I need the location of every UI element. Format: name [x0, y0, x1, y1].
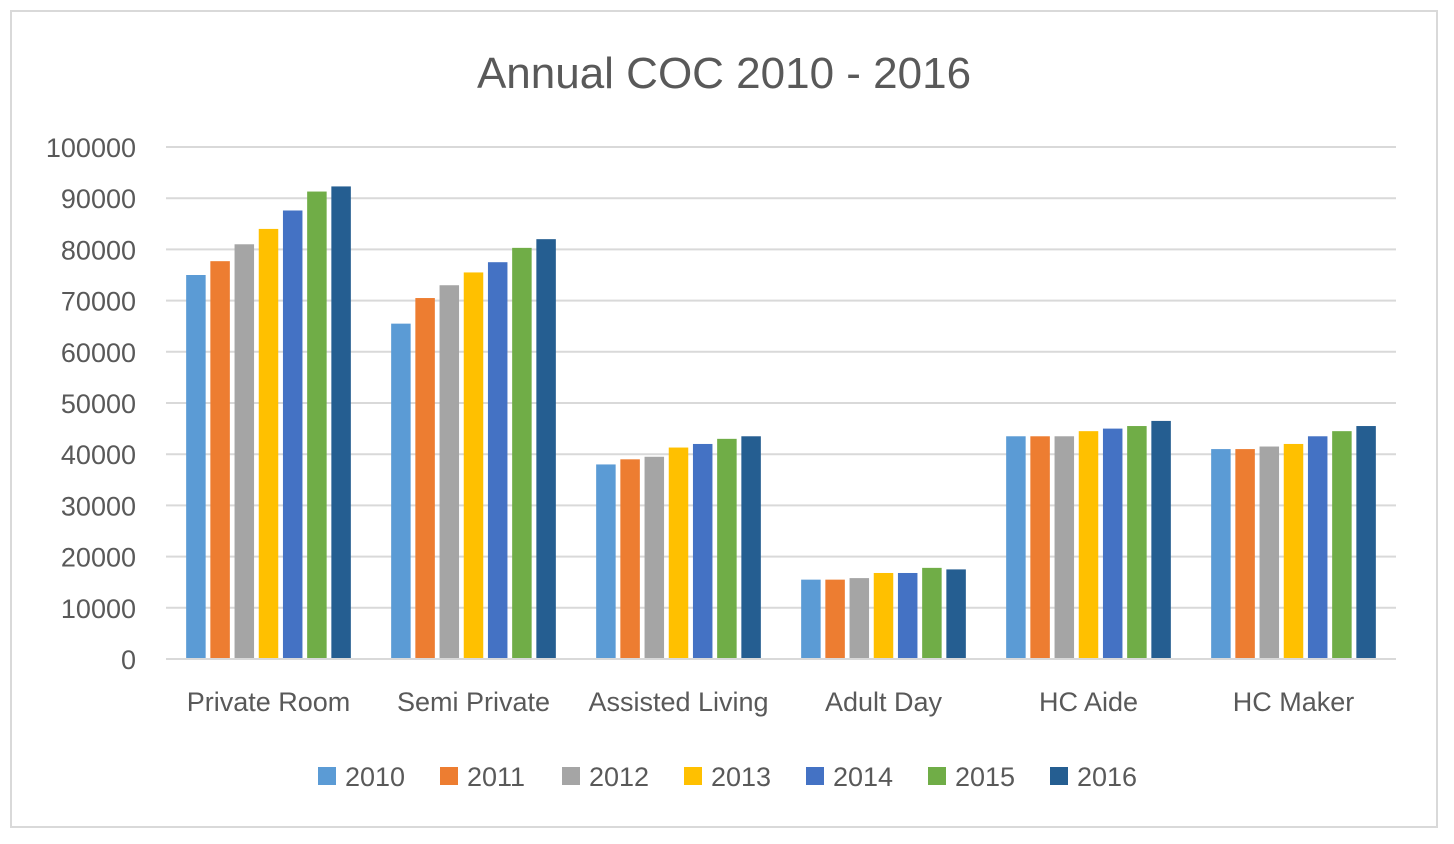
bar-2014-2: [692, 443, 713, 659]
legend-label: 2010: [345, 762, 405, 792]
y-tick-label: 20000: [61, 543, 136, 573]
bar-2016-1: [536, 239, 556, 659]
y-tick-label: 40000: [61, 440, 136, 470]
x-tick-label: Private Room: [187, 687, 351, 717]
legend-swatch-2015: [928, 767, 946, 785]
bar-2015-4: [1127, 426, 1147, 659]
legend-swatch-2012: [562, 767, 580, 785]
legend-swatch-2011: [440, 767, 458, 785]
bar-2010-2: [596, 464, 616, 659]
legend-label: 2011: [467, 762, 525, 792]
bar-2012-2: [644, 456, 665, 659]
y-tick-label: 10000: [61, 594, 136, 624]
x-tick-label: Assisted Living: [588, 687, 768, 717]
bar-2013-5: [1283, 443, 1304, 659]
legend-label: 2016: [1077, 762, 1137, 792]
legend-label: 2012: [589, 762, 649, 792]
bar-2011-1: [415, 298, 435, 659]
legend-label: 2015: [955, 762, 1015, 792]
y-tick-label: 70000: [61, 287, 136, 317]
bar-2016-2: [741, 436, 761, 659]
bar-2011-2: [620, 459, 640, 659]
y-tick-label: 100000: [46, 133, 136, 163]
bar-2011-0: [210, 261, 230, 659]
legend-swatch-2014: [806, 767, 824, 785]
legend-label: 2013: [711, 762, 771, 792]
x-tick-label: HC Aide: [1039, 687, 1138, 717]
x-tick-label: Semi Private: [397, 687, 550, 717]
bar-2015-1: [512, 247, 532, 659]
bar-2010-4: [1006, 436, 1026, 659]
bar-2014-4: [1102, 428, 1123, 659]
bar-2016-3: [946, 569, 966, 659]
legend-swatch-2013: [684, 767, 702, 785]
bar-2010-0: [186, 275, 206, 659]
y-tick-label: 60000: [61, 338, 136, 368]
bar-2014-0: [282, 210, 303, 659]
bar-2011-4: [1030, 436, 1050, 659]
legend-swatch-2010: [318, 767, 336, 785]
bar-2012-3: [849, 578, 870, 659]
y-axis-ticks: 0 10000 20000 30000 40000 50000 60000 70000 8000…: [46, 133, 136, 675]
bar-2014-1: [487, 262, 508, 659]
bar-2012-0: [234, 244, 255, 659]
bar-2010-1: [391, 323, 411, 659]
y-tick-label: 30000: [61, 491, 136, 521]
y-tick-label: 90000: [61, 184, 136, 214]
bar-2011-5: [1235, 449, 1255, 659]
x-axis-ticks: Private Room Semi Private Assisted Living A…: [187, 687, 1355, 717]
y-tick-label: 0: [121, 645, 136, 675]
bar-2011-3: [825, 579, 845, 659]
bar-2012-5: [1259, 446, 1280, 659]
bar-2015-3: [922, 567, 942, 659]
chart-title: Annual COC 2010 - 2016: [477, 49, 971, 98]
bar-2016-5: [1356, 426, 1376, 659]
legend-swatch-2016: [1050, 767, 1068, 785]
bar-2013-1: [463, 272, 484, 659]
bar-2012-4: [1054, 436, 1075, 659]
bar-2013-0: [258, 228, 279, 660]
y-tick-label: 50000: [61, 389, 136, 419]
bar-2010-5: [1211, 449, 1231, 659]
x-tick-label: HC Maker: [1233, 687, 1355, 717]
bar-2010-3: [801, 579, 821, 659]
bar-2015-2: [717, 438, 737, 659]
gridlines: [166, 146, 1396, 609]
y-tick-label: 80000: [61, 235, 136, 265]
bars: [186, 186, 1376, 660]
bar-2013-3: [873, 572, 894, 659]
legend: 2010 2011 2012 2013 2014 2015 2016: [318, 762, 1137, 792]
bar-2016-4: [1151, 420, 1171, 659]
bar-2015-5: [1332, 431, 1352, 659]
bar-2013-4: [1078, 431, 1099, 659]
bar-2016-0: [331, 186, 351, 659]
x-tick-label: Adult Day: [825, 687, 943, 717]
bar-2015-0: [307, 191, 327, 659]
bar-2013-2: [668, 447, 689, 659]
bar-2014-5: [1307, 436, 1328, 659]
legend-label: 2014: [833, 762, 893, 792]
bar-2014-3: [897, 572, 918, 659]
bar-2012-1: [439, 285, 460, 659]
